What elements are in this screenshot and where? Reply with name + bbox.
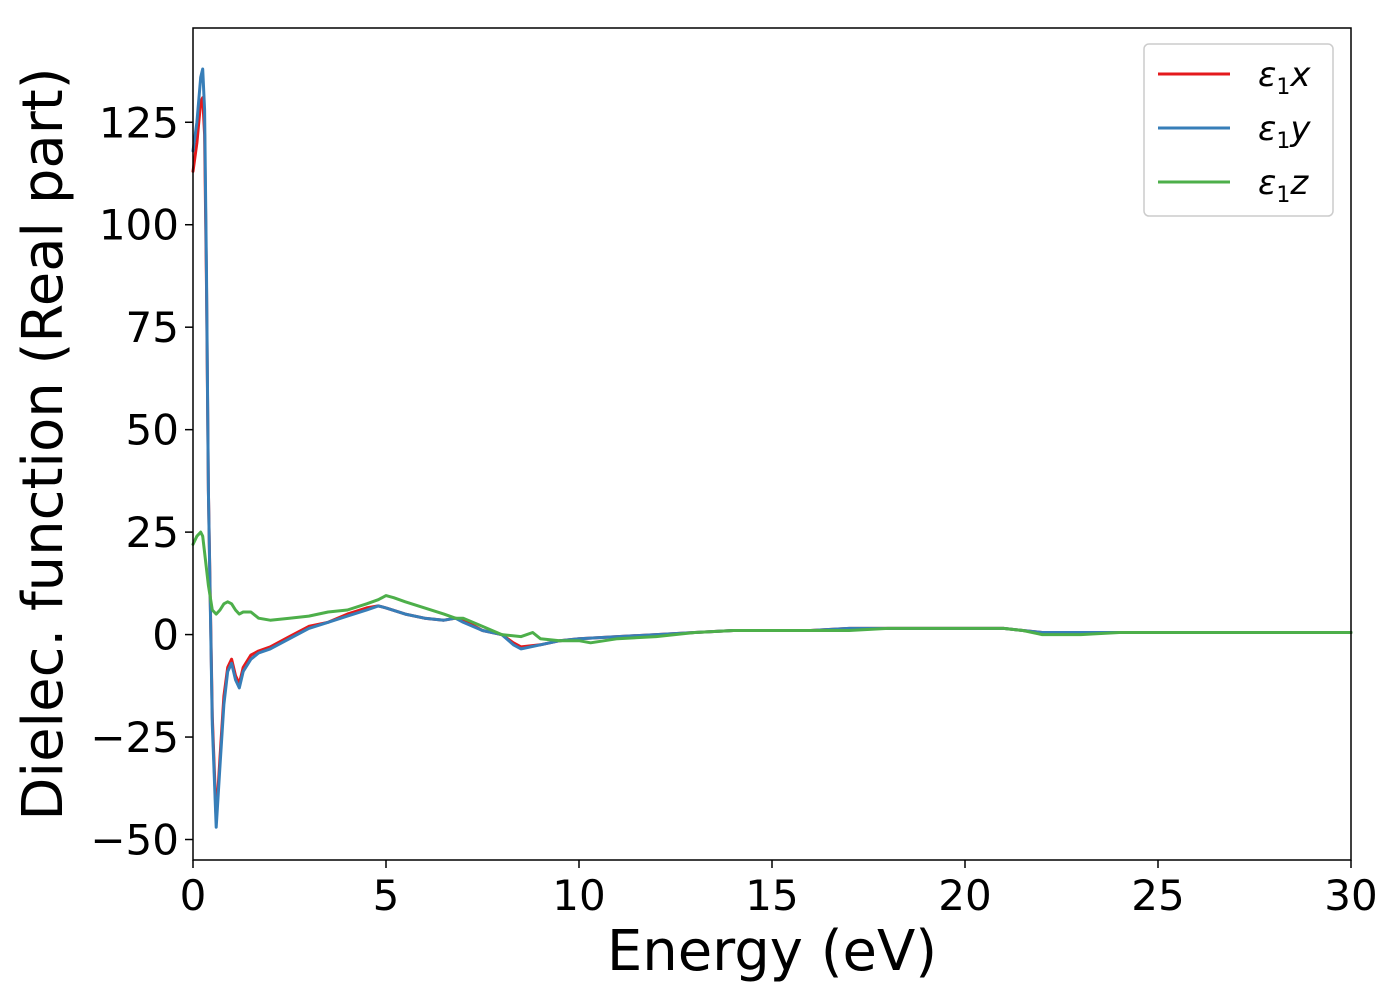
x-axis-ticks: 0 5 10 15 20 25 30 [180,860,1378,920]
y-tick-label: −25 [90,713,179,762]
x-tick-label: 5 [373,871,400,920]
x-tick-label: 10 [552,871,605,920]
y-tick-label: 25 [126,508,179,557]
legend-items: ε1x ε1y ε1z [1158,55,1311,208]
y-axis-ticks: −50 −25 0 25 50 75 100 125 [90,98,193,865]
legend-label-1: ε1y [1258,109,1311,154]
y-axis-title: Dielec. function (Real part) [11,67,76,820]
series-line-2 [191,530,1353,645]
x-tick-label: 0 [180,871,207,920]
legend: ε1x ε1y ε1z [1143,43,1334,217]
x-axis-title: Energy (eV) [607,919,937,984]
x-tick-label: 25 [1131,871,1184,920]
legend-label-0: ε1x [1258,55,1311,100]
legend-box [1143,43,1334,217]
x-tick-label: 15 [745,871,798,920]
x-tick-label: 20 [938,871,991,920]
y-tick-label: 50 [126,406,179,455]
plot-series-group [191,67,1353,829]
y-tick-label: 125 [99,98,179,147]
y-tick-label: −50 [90,816,179,865]
x-tick-label: 30 [1324,871,1377,920]
y-tick-label: 75 [126,303,179,352]
y-tick-label: 100 [99,201,179,250]
legend-label-2: ε1z [1258,163,1309,208]
y-tick-label: 0 [152,611,179,660]
